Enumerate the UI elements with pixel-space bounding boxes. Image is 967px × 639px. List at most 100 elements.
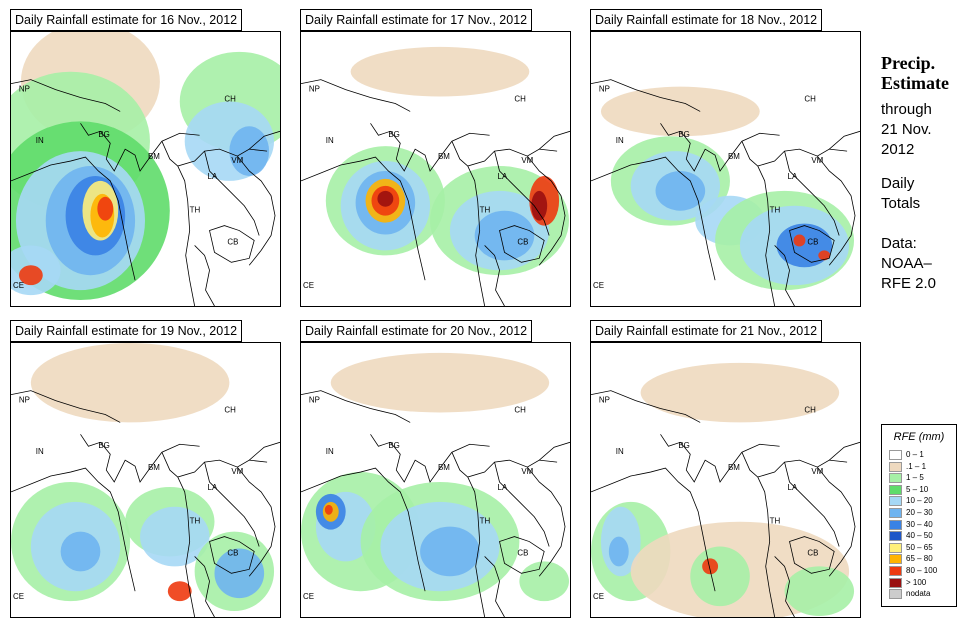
rain-area [30, 343, 230, 423]
country-label-la: LA [498, 483, 508, 492]
rain-layer [11, 32, 280, 301]
rainfall-map: NP IN BG BM CH VM LA TH CB CE [10, 342, 281, 618]
heading: Precip. Estimate [881, 53, 949, 93]
country-border [11, 156, 136, 281]
country-label-vm: VM [231, 467, 243, 476]
country-label-bm: BM [438, 152, 450, 161]
country-border [741, 141, 848, 167]
country-label-vm: VM [811, 156, 823, 165]
country-label-ce: CE [13, 281, 24, 290]
country-border [757, 165, 776, 306]
country-border [467, 165, 486, 306]
panel-21-nov: Daily Rainfall estimate for 21 Nov., 201… [590, 320, 861, 618]
country-label-np: NP [19, 396, 30, 405]
rain-area [600, 86, 760, 137]
data-line-2: NOAA– [881, 255, 932, 272]
country-label-ch: CH [804, 94, 816, 103]
country-border [301, 79, 411, 112]
rain-area [229, 126, 270, 176]
rain-area [330, 352, 550, 413]
daily-totals: Daily Totals [881, 174, 920, 214]
map-svg: NP IN BG BM CH VM LA TH CB CE [11, 32, 280, 306]
country-label-cb: CB [807, 237, 818, 246]
legend-swatch [889, 473, 902, 484]
panel-19-nov: Daily Rainfall estimate for 19 Nov., 201… [10, 320, 281, 618]
country-label-np: NP [309, 396, 320, 405]
country-label-ch: CH [514, 94, 526, 103]
country-border [789, 536, 835, 574]
rain-layer [11, 343, 275, 612]
panel-title: Daily Rainfall estimate for 21 Nov., 201… [590, 320, 823, 342]
country-border [817, 155, 856, 266]
rainfall-map: NP IN BG BM CH VM LA TH CB CE [590, 31, 861, 307]
country-label-bg: BG [678, 441, 689, 450]
country-border [817, 466, 856, 577]
legend-swatch [889, 461, 902, 472]
legend-label: 20 – 30 [906, 508, 933, 517]
country-border [467, 476, 486, 617]
country-label-cb: CB [807, 548, 818, 557]
country-label-cb: CB [517, 548, 528, 557]
legend-swatch [889, 508, 902, 518]
country-label-ce: CE [303, 281, 314, 290]
country-label-la: LA [788, 483, 798, 492]
country-label-np: NP [599, 396, 610, 405]
country-border [774, 245, 795, 306]
legend-swatch [889, 450, 902, 460]
border-layer [591, 79, 860, 306]
rain-area [519, 561, 570, 602]
country-label-vm: VM [231, 156, 243, 165]
daily-line-2: Totals [881, 195, 921, 212]
country-border [209, 225, 255, 263]
rain-area [420, 526, 480, 577]
country-border [789, 225, 835, 263]
rainfall-map: NP IN BG BM CH VM LA TH CB CE [590, 342, 861, 618]
country-label-ce: CE [593, 592, 604, 601]
legend-swatch [889, 484, 902, 495]
country-label-in: IN [326, 136, 334, 145]
rain-area [608, 536, 629, 567]
panel-title: Daily Rainfall estimate for 20 Nov., 201… [300, 320, 533, 342]
country-label-ch: CH [514, 405, 526, 414]
country-label-bg: BG [98, 130, 109, 139]
country-label-bg: BG [388, 441, 399, 450]
rain-area [324, 504, 333, 515]
country-label-vm: VM [521, 156, 533, 165]
panel-title: Daily Rainfall estimate for 17 Nov., 201… [300, 9, 533, 31]
rain-area [784, 566, 855, 617]
country-border [774, 556, 795, 617]
country-border [451, 452, 558, 478]
country-border [177, 476, 196, 617]
panel-title: Daily Rainfall estimate for 16 Nov., 201… [10, 9, 243, 31]
country-border [484, 556, 505, 617]
country-label-ce: CE [13, 592, 24, 601]
panel-17-nov: Daily Rainfall estimate for 17 Nov., 201… [300, 9, 571, 307]
rain-area [531, 190, 548, 221]
heading-line-2: Estimate [881, 73, 949, 93]
country-label-vm: VM [521, 467, 533, 476]
rain-area [214, 548, 265, 599]
rain-layer [600, 86, 855, 291]
country-border [527, 466, 566, 577]
country-label-th: TH [770, 206, 781, 215]
rainfall-map: NP IN BG BM CH VM LA TH CB CE [10, 31, 281, 307]
country-border [248, 130, 280, 150]
legend-label: 30 – 40 [906, 519, 933, 529]
rain-area [640, 362, 840, 423]
country-label-th: TH [190, 517, 201, 526]
rain-area [350, 46, 530, 97]
legend-label: 5 – 10 [906, 484, 929, 494]
legend-label: 50 – 65 [906, 542, 933, 552]
map-svg: NP IN BG BM CH VM LA TH CB CE [591, 79, 860, 306]
country-border [237, 155, 276, 266]
country-border [757, 476, 776, 617]
map-svg: NP IN BG BM CH VM LA TH CB CE [591, 362, 860, 617]
data-line-1: Data: [881, 235, 917, 252]
rain-layer [301, 352, 570, 602]
date-line-2: 2012 [881, 141, 915, 158]
country-border [11, 467, 136, 592]
country-border [591, 390, 701, 423]
country-border [194, 245, 215, 306]
country-label-bm: BM [728, 152, 740, 161]
